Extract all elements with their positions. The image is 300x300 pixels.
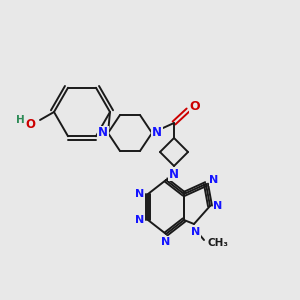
Text: H: H [16, 115, 24, 125]
Text: CH₃: CH₃ [208, 238, 229, 248]
Text: N: N [152, 127, 162, 140]
Text: N: N [135, 189, 145, 199]
Text: N: N [209, 175, 219, 185]
Text: O: O [25, 118, 35, 130]
Text: N: N [213, 201, 223, 211]
Text: N: N [191, 227, 201, 237]
Text: N: N [161, 237, 171, 247]
Text: N: N [135, 215, 145, 225]
Text: N: N [169, 167, 179, 181]
Text: N: N [98, 127, 108, 140]
Text: O: O [190, 100, 200, 112]
